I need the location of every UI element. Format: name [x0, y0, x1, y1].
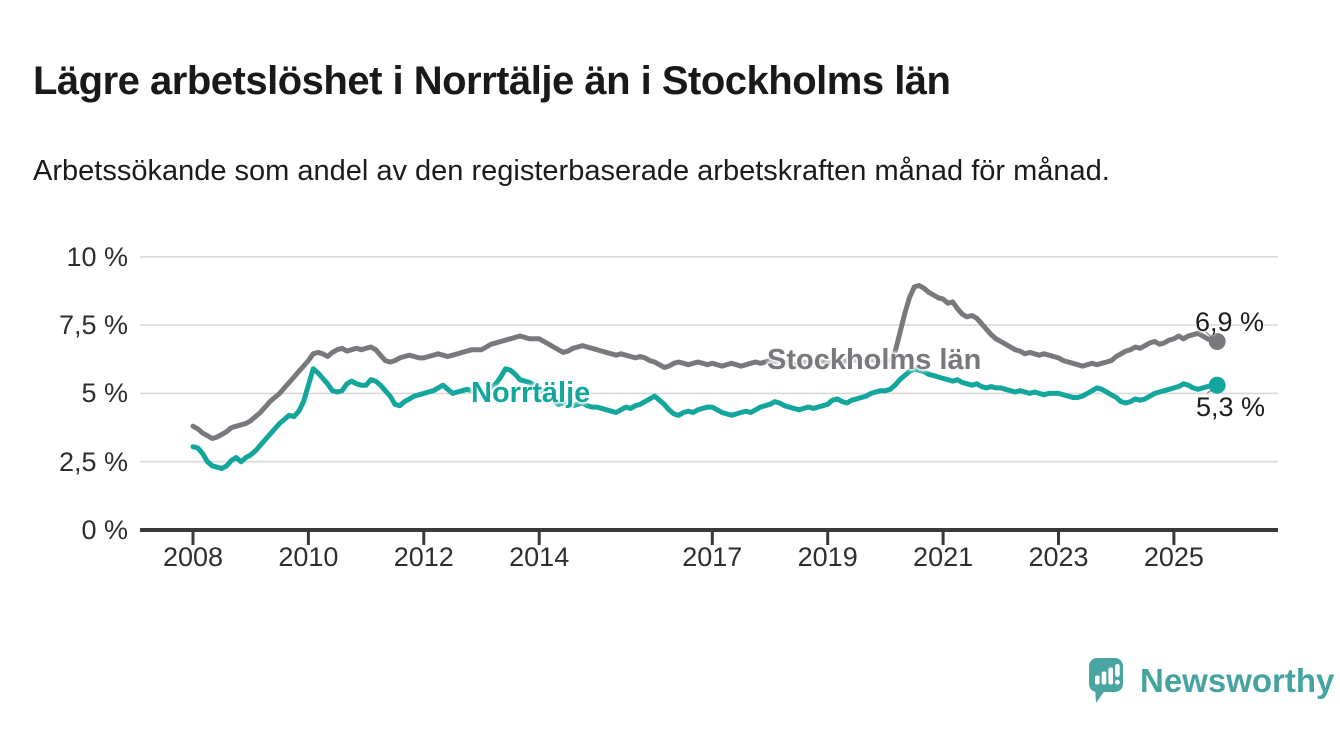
newsworthy-bar-chart-bubble-icon: [1089, 658, 1123, 703]
x-axis-label: 2023: [1028, 542, 1089, 572]
x-axis-label: 2021: [913, 542, 974, 572]
y-axis-label: 2,5 %: [58, 446, 128, 477]
x-axis-label: 2014: [509, 542, 570, 572]
series-end-dot: [1208, 376, 1226, 394]
newsworthy-logo-text: Newsworthy: [1140, 662, 1335, 699]
x-axis-label: 2012: [393, 542, 454, 572]
end-value-label-norrtalje: 5,3 %: [1196, 392, 1266, 422]
end-value-label-stockholms-lan: 6,9 %: [1195, 307, 1265, 337]
x-axis-label: 2025: [1143, 542, 1204, 572]
y-axis-label: 5 %: [81, 378, 128, 409]
y-axis-label: 0 %: [81, 515, 128, 545]
x-axis-label: 2017: [682, 542, 743, 572]
series-line-stockholms-lan: [190, 283, 1220, 441]
series-label-stockholms-lan: Stockholms län: [767, 344, 982, 376]
x-axis-label: 2019: [797, 542, 858, 572]
page-title: Lägre arbetslöshet i Norrtälje än i Stoc…: [33, 58, 951, 103]
y-axis-label: 10 %: [66, 241, 128, 272]
newsworthy-logo[interactable]: Newsworthy: [1088, 657, 1334, 705]
x-axis-label: 2008: [162, 542, 224, 572]
series-line-norrtalje: [190, 366, 1220, 471]
x-axis-label: 2010: [278, 542, 339, 572]
chart-subtitle: Arbetssökande som andel av den registerb…: [33, 155, 1110, 187]
series-label-norrtalje: Norrtälje: [471, 377, 591, 409]
series-end-dot: [1208, 332, 1226, 350]
y-axis-label: 7,5 %: [58, 310, 128, 341]
